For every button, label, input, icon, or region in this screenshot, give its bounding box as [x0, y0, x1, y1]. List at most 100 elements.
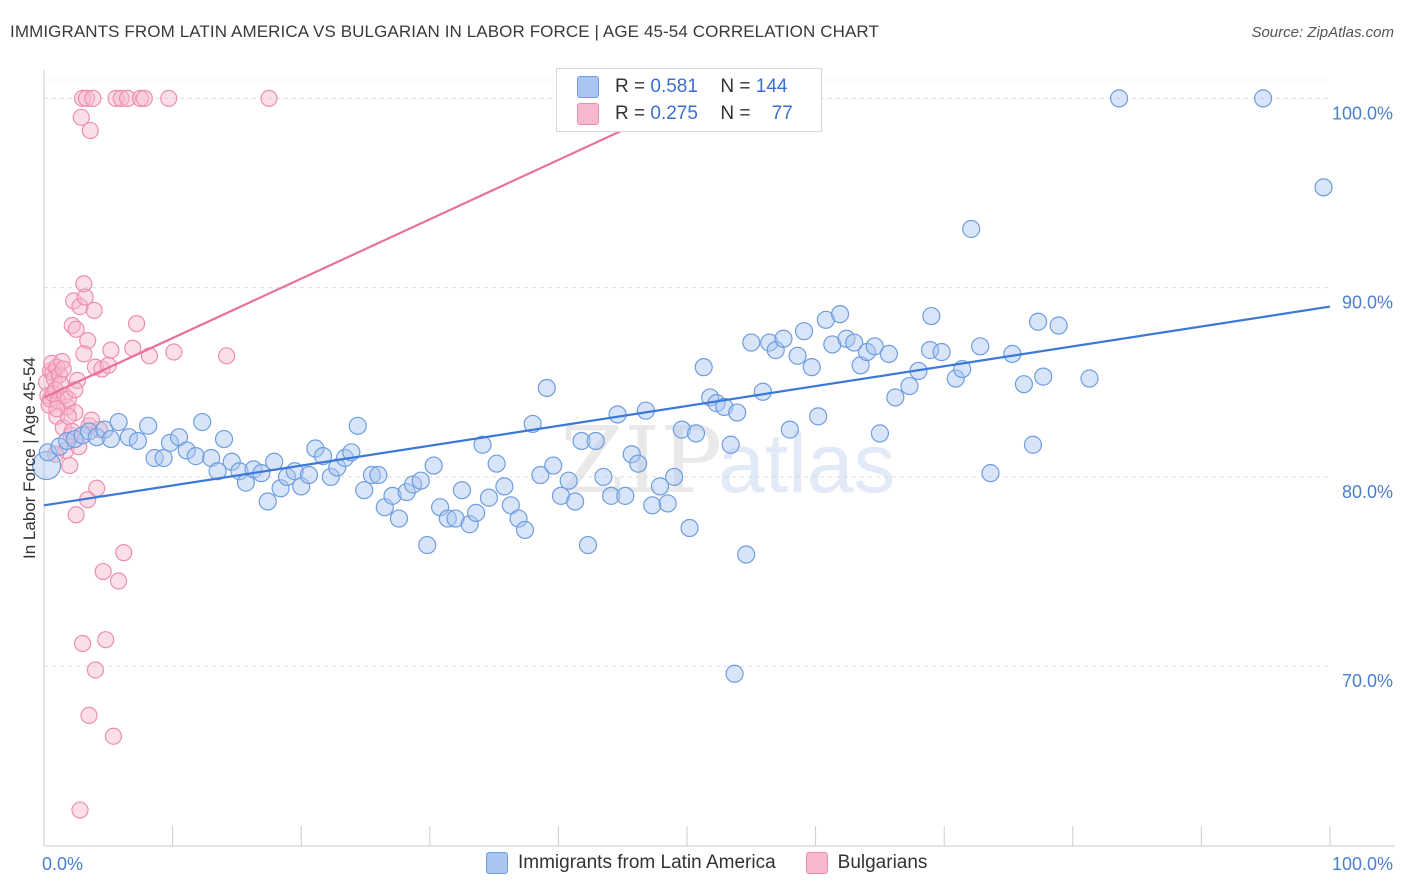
- x-tick-label-start: 0.0%: [42, 854, 83, 874]
- latin-america-point: [258, 492, 277, 511]
- y-tick-label: 70.0%: [1342, 671, 1393, 691]
- bulgarians-point: [77, 89, 96, 107]
- bulgarians-point: [75, 345, 93, 363]
- bulgarians-point: [112, 89, 130, 107]
- latin-america-point: [946, 369, 965, 388]
- latin-america-point: [665, 467, 684, 487]
- latin-america-point: [788, 346, 807, 365]
- latin-america-point: [672, 420, 691, 439]
- latin-america-point: [154, 448, 173, 468]
- legend-swatch-pink: [577, 103, 599, 125]
- legend-r-label: R =: [615, 76, 646, 97]
- latin-america-point: [119, 428, 138, 447]
- latin-america-point: [95, 420, 114, 439]
- latin-america-point: [271, 479, 290, 498]
- bulgarians-point: [218, 347, 236, 365]
- trend-line-bulgarians: [43, 93, 701, 399]
- latin-america-point: [313, 447, 333, 466]
- bulgarians-point: [94, 562, 112, 581]
- latin-america-point: [742, 333, 761, 352]
- latin-america-point: [1028, 312, 1048, 331]
- latin-america-point: [355, 481, 374, 500]
- latin-america-point: [932, 342, 951, 362]
- latin-america-point: [139, 416, 158, 435]
- bulgarians-point: [80, 706, 98, 725]
- latin-america-point: [780, 420, 799, 439]
- legend-swatch-pink: [805, 852, 828, 874]
- bulgarians-point: [85, 301, 103, 319]
- latin-america-point: [694, 358, 713, 377]
- latin-america-point: [721, 435, 740, 454]
- latin-america-point: [473, 435, 492, 454]
- latin-america-point: [544, 456, 563, 475]
- latin-america-point: [725, 664, 744, 683]
- bulgarians-point: [75, 275, 93, 293]
- bulgarians-point: [135, 89, 153, 107]
- latin-america-point: [594, 467, 613, 487]
- tick-labels: 70.0% 80.0% 90.0% 100.0% 0.0% 100.0%: [42, 103, 1393, 874]
- latin-america-point: [418, 535, 437, 555]
- latin-america-point: [321, 467, 340, 487]
- bulgarians-point: [67, 320, 85, 338]
- bulgarians-point: [73, 634, 92, 653]
- latin-america-point: [109, 412, 128, 432]
- latin-america-point: [411, 471, 430, 490]
- legend-label-bulgarians: Bulgarians: [837, 852, 928, 873]
- latin-america-point: [586, 431, 605, 451]
- bulgarians-point: [61, 456, 79, 475]
- series-legend: Immigrants from Latin America Bulgarians: [486, 852, 957, 874]
- latin-america-point: [101, 429, 120, 449]
- bulgarians-point: [86, 661, 105, 679]
- bulgarians-point: [104, 727, 123, 745]
- latin-america-point: [870, 424, 890, 443]
- watermark-atlas: atlas: [718, 416, 895, 510]
- stats-legend: R = 0.581 N = 144 R = 0.275 N = 77: [556, 68, 822, 132]
- bulgarians-point: [54, 360, 72, 378]
- bulgarians-point: [48, 400, 66, 418]
- latin-america-point: [362, 465, 382, 485]
- legend-r-value: 0.275: [650, 103, 698, 124]
- bulgarians-point: [67, 506, 85, 524]
- latin-america-point: [865, 337, 884, 356]
- latin-america-point: [1034, 367, 1053, 386]
- bulgarians-point: [160, 89, 178, 107]
- latin-america-point: [622, 445, 641, 464]
- latin-america-point: [629, 454, 648, 473]
- y-tick-label: 80.0%: [1342, 482, 1393, 502]
- latin-america-point: [1109, 89, 1129, 108]
- bulgarians-point: [115, 544, 133, 562]
- legend-item-latin-america: Immigrants from Latin America: [486, 852, 776, 874]
- latin-america-point: [578, 535, 598, 555]
- latin-america-point: [802, 358, 821, 377]
- latin-america-point: [160, 433, 180, 452]
- latin-america-point: [981, 464, 1000, 483]
- trend-line-latin-america: [43, 305, 1331, 507]
- latin-america-point: [728, 403, 747, 422]
- latin-america-point: [566, 492, 585, 511]
- legend-row-latin-america: R = 0.581 N = 144: [577, 74, 787, 100]
- y-axis-label: In Labor Force | Age 45-54: [20, 357, 39, 559]
- latin-america-point: [572, 431, 591, 451]
- legend-row-bulgarians: R = 0.275 N = 77: [577, 101, 793, 127]
- bulgarians-point: [72, 108, 90, 126]
- bulgarians-point: [109, 572, 128, 590]
- bulgarians-point: [71, 801, 89, 819]
- latin-america-point: [299, 465, 319, 485]
- latin-america-point: [193, 412, 212, 432]
- latin-america-point: [602, 486, 621, 505]
- latin-america-point: [1014, 375, 1034, 394]
- legend-n-value: 144: [755, 76, 788, 97]
- bulgarians-point: [71, 297, 89, 316]
- bulgarians-point: [82, 411, 101, 429]
- bulgarians-point: [97, 631, 115, 649]
- latin-america-point: [222, 452, 241, 471]
- latin-america-point: [1314, 178, 1333, 197]
- bulgarians-point: [131, 89, 150, 107]
- legend-r-label: R =: [615, 103, 646, 124]
- legend-r-value: 0.581: [650, 76, 698, 97]
- latin-america-point: [1049, 316, 1068, 335]
- latin-america-point: [737, 545, 756, 564]
- bulgarians-point: [118, 89, 137, 107]
- y-tick-label: 100.0%: [1332, 103, 1393, 123]
- latin-america-point: [515, 520, 535, 540]
